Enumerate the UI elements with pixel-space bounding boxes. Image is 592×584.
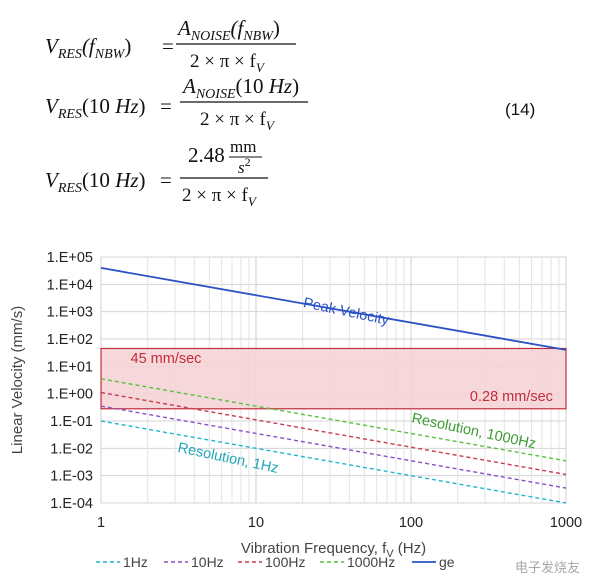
annotation-peak-velocity: Peak Velocity	[302, 295, 391, 329]
eq2-den: 2 × π × f	[200, 109, 267, 130]
svg-text:2 × π × fV: 2 × π × fV	[190, 51, 266, 75]
legend-label: 100Hz	[265, 554, 305, 570]
eq3-num-value: 2.48	[188, 143, 225, 167]
y-tick-label: 1.E+05	[47, 250, 93, 266]
svg-text:s2: s2	[238, 155, 251, 177]
eq2-num-a: A	[181, 74, 196, 98]
series-line-1000hz	[100, 378, 567, 462]
equation-2: VRES(10 Hz) = ANOISE(10 Hz) 2 × π × fV	[45, 74, 308, 133]
eq2-num-close: )	[292, 74, 299, 98]
svg-text:ANOISE(10 Hz): ANOISE(10 Hz)	[181, 74, 299, 102]
eq2-den-sub: V	[266, 118, 276, 133]
svg-text:2 × π × fV: 2 × π × fV	[182, 185, 258, 209]
eq1-equals: =	[162, 34, 174, 58]
svg-text:VRES(10 Hz): VRES(10 Hz)	[45, 94, 146, 122]
series-line-100hz	[100, 391, 567, 476]
eq3-lhs-close: )	[139, 168, 146, 192]
eq1-den: 2 × π × f	[190, 51, 257, 72]
x-tick-label: 1	[97, 515, 105, 531]
x-tick-label: 10	[248, 515, 264, 531]
eq1-lhs-arg: (f	[82, 34, 98, 58]
eq2-lhs-arg: (10	[82, 94, 115, 118]
x-axis-label: Vibration Frequency, fV (Hz)	[241, 540, 426, 560]
chart-range-box-layer	[100, 347, 567, 410]
y-tick-label: 1.E+04	[47, 277, 93, 293]
series-line-10hz	[100, 405, 567, 489]
y-tick-label: 1.E-04	[50, 496, 93, 512]
y-tick-label: 1.E+01	[47, 359, 93, 375]
eq3-lhs-arg-unit: Hz	[114, 168, 138, 192]
eq3-lhs-sub: RES	[57, 181, 82, 196]
eq3-den: 2 × π × f	[182, 185, 249, 206]
eq2-lhs-sub: RES	[57, 107, 82, 122]
eq2-lhs-arg-unit: Hz	[114, 94, 138, 118]
eq1-den-sub: V	[256, 60, 266, 75]
eq2-num-arg-unit: Hz	[268, 74, 292, 98]
velocity-chart: 1.E-04 1.E-03 1.E-02 1.E-01 1.E+00 1.E+01 1.E+…	[9, 250, 582, 570]
legend-label: 1Hz	[123, 554, 148, 570]
eq2-num-arg: (10	[236, 74, 269, 98]
svg-text:VRES(fNBW): VRES(fNBW)	[45, 34, 131, 62]
eq3-num-unit-top: mm	[230, 137, 256, 156]
y-tick-label: 1.E+02	[47, 332, 93, 348]
x-tick-label: 1000	[550, 515, 582, 531]
svg-text:2 × π × fV: 2 × π × fV	[200, 109, 276, 133]
eq1-num-sub: NOISE	[190, 29, 231, 44]
annotation-resolution-1hz: Resolution, 1Hz	[176, 440, 279, 477]
legend-label: ge	[439, 554, 455, 570]
eq3-num-unit-bottom: s	[238, 158, 245, 177]
annotation-45-mm-sec: 45 mm/sec	[131, 351, 202, 367]
eq1-num-close: )	[273, 16, 280, 40]
equation-block: VRES(fNBW) = ANOISE(fNBW) 2 × π × fV VRE…	[0, 0, 592, 230]
series-line-1hz	[100, 420, 567, 504]
legend-label: 1000Hz	[347, 554, 395, 570]
y-tick-label: 1.E+00	[47, 387, 93, 403]
svg-text:ANOISE(fNBW): ANOISE(fNBW)	[176, 16, 280, 44]
series-line-peak-velocity	[100, 267, 567, 351]
y-tick-label: 1.E-03	[50, 469, 93, 485]
watermark: 电子发烧友	[514, 561, 580, 576]
eq1-num-arg: (f	[231, 16, 247, 40]
y-tick-label: 1.E-02	[50, 441, 93, 457]
eq1-lhs-v: V	[45, 34, 60, 58]
eq2-lhs-close: )	[139, 94, 146, 118]
eq1-num-arg-sub: NBW	[242, 29, 274, 44]
legend-label: 10Hz	[191, 554, 224, 570]
range-box	[100, 347, 567, 410]
eq3-lhs-arg: (10	[82, 168, 115, 192]
eq1-num-a: A	[176, 16, 191, 40]
eq2-num-sub: NOISE	[195, 87, 236, 102]
eq3-den-sub: V	[248, 194, 258, 209]
eq2-equals: =	[160, 94, 172, 118]
eq3-num-unit-exp: 2	[245, 155, 251, 169]
equation-1: VRES(fNBW) = ANOISE(fNBW) 2 × π × fV	[45, 16, 296, 75]
eq3-equals: =	[160, 168, 172, 192]
svg-text:VRES(10 Hz): VRES(10 Hz)	[45, 168, 146, 196]
y-axis-label: Linear Velocity (mm/s)	[9, 306, 26, 454]
annotation-resolution-1000hz: Resolution, 1000Hz	[410, 411, 537, 453]
annotation-0-28-mm-sec: 0.28 mm/sec	[470, 389, 553, 405]
eq2-lhs-v: V	[45, 94, 60, 118]
chart-legend: 1Hz 10Hz 100Hz 1000Hz ge	[96, 554, 455, 570]
equations-svg: VRES(fNBW) = ANOISE(fNBW) 2 × π × fV VRE…	[45, 16, 308, 209]
y-tick-label: 1.E-01	[50, 414, 93, 430]
y-tick-label: 1.E+03	[47, 305, 93, 321]
eq1-lhs-sub: RES	[57, 47, 82, 62]
chart-series-layer	[100, 267, 567, 504]
equation-number: (14)	[505, 100, 536, 119]
eq1-lhs-close: )	[124, 34, 131, 58]
eq3-lhs-v: V	[45, 168, 60, 192]
equation-3: VRES(10 Hz) = 2.48 mm s2 2 × π × fV	[45, 137, 268, 209]
x-tick-label: 100	[399, 515, 423, 531]
chart-axes: 1.E-04 1.E-03 1.E-02 1.E-01 1.E+00 1.E+01 1.E+…	[9, 250, 582, 560]
eq1-lhs-arg-sub: NBW	[94, 47, 126, 62]
